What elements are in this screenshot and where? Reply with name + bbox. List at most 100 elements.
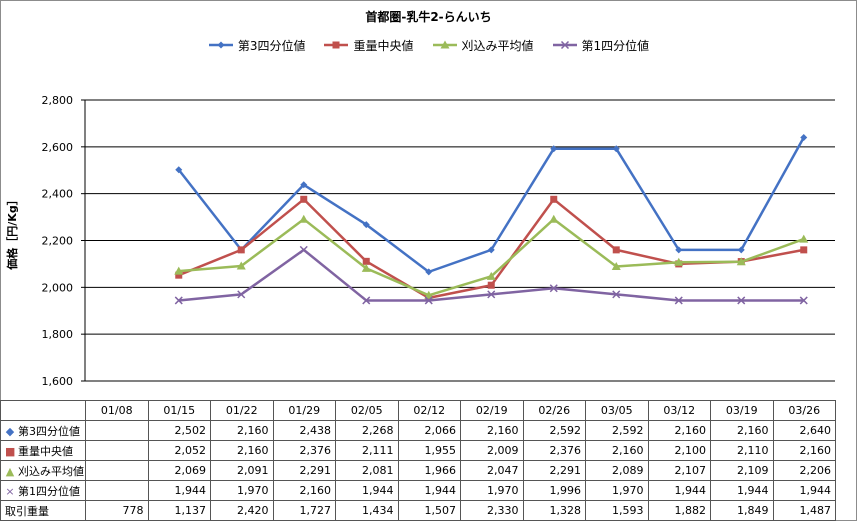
data-point-x: [487, 290, 496, 299]
table-row: × 第1四分位値 1,944 1,970 2,160 1,944 1,944 1,970 1,9…: [0, 480, 836, 501]
data-point-x: [362, 296, 371, 305]
data-label: 2,100: [647, 440, 711, 461]
data-point-triangle: [361, 263, 371, 272]
plot-area: 1,600 1,800 2,000 2,200 2,400 2,600 2,800: [42, 94, 835, 388]
data-label: [85, 480, 149, 501]
table-header-row: 01/08 01/15 01/22 01/29 02/05 02/12 02/19 02/26…: [0, 400, 836, 421]
data-label: 1,944: [710, 480, 774, 501]
y-tick-label: 2,600: [42, 141, 74, 154]
data-label: 1,137: [147, 500, 211, 521]
data-table: 01/08 01/15 01/22 01/29 02/05 02/12 02/19 02/26…: [0, 400, 836, 521]
x-tick-label: 01/29: [272, 400, 336, 421]
table-row-header: ◆ 第3四分位値: [0, 420, 86, 441]
data-point-x: [799, 296, 808, 305]
x-tick-label: 03/05: [585, 400, 649, 421]
x-tick-label: 02/26: [522, 400, 586, 421]
data-point-diamond: [737, 246, 745, 254]
data-point-triangle: [299, 214, 309, 223]
data-point-diamond: [675, 246, 683, 254]
table-row: ◆ 第3四分位値 2,502 2,160 2,438 2,268 2,066 2,160 2,5…: [0, 420, 836, 441]
legend-marker-square: [324, 41, 349, 49]
data-point-x: [174, 296, 183, 305]
data-point-x: [560, 40, 569, 50]
data-point-triangle: [174, 266, 184, 275]
data-label: 1,849: [710, 500, 774, 521]
data-point-x: [674, 296, 683, 305]
data-label: 2,069: [147, 460, 211, 481]
data-label: 1,593: [585, 500, 649, 521]
data-point-square: [550, 195, 558, 203]
data-label: 2,376: [522, 440, 586, 461]
data-point-triangle: [486, 271, 496, 280]
data-point-x: [237, 290, 246, 299]
data-label: 2,091: [210, 460, 274, 481]
legend-marker-icon: ■: [5, 444, 16, 458]
data-label: 778: [85, 500, 149, 521]
data-label: 2,160: [647, 420, 711, 441]
data-label: 2,291: [272, 460, 336, 481]
data-label: 2,052: [147, 440, 211, 461]
data-label: [85, 440, 149, 461]
data-label: 1,944: [147, 480, 211, 501]
legend-label: 第3四分位値: [237, 38, 306, 53]
data-label: 2,160: [710, 420, 774, 441]
y-tick-label: 2,000: [42, 281, 74, 294]
x-tick-label: 03/26: [772, 400, 836, 421]
data-point-x: [737, 296, 746, 305]
data-label: 2,592: [585, 420, 649, 441]
data-label: 2,107: [647, 460, 711, 481]
legend: 第3四分位値 重量中央値 刈込み平均値 第1四分位値: [0, 37, 857, 53]
data-label: 2,109: [710, 460, 774, 481]
data-point-diamond: [800, 133, 808, 141]
data-point-triangle: [799, 234, 809, 243]
table-corner: [0, 400, 86, 421]
table-row-header: × 第1四分位値: [0, 480, 86, 501]
data-label: 2,640: [772, 420, 836, 441]
series-name: 第1四分位値: [18, 484, 80, 498]
data-label: 2,111: [335, 440, 399, 461]
data-label: 1,966: [397, 460, 461, 481]
data-label: 2,009: [460, 440, 524, 461]
data-label: 1,944: [335, 480, 399, 501]
data-label: 2,291: [522, 460, 586, 481]
x-tick-label: 01/22: [210, 400, 274, 421]
data-label: 2,502: [147, 420, 211, 441]
data-label: 1,944: [397, 480, 461, 501]
data-point-square: [175, 271, 183, 279]
data-point-triangle: [674, 257, 684, 266]
series-name: 第3四分位値: [18, 424, 80, 438]
data-point-triangle: [549, 214, 559, 223]
x-tick-label: 02/05: [335, 400, 399, 421]
legend-item-series-3: 第1四分位値: [552, 37, 649, 53]
legend-marker-icon: ×: [5, 484, 15, 498]
data-point-triangle: [611, 261, 621, 270]
x-tick-label: 02/12: [397, 400, 461, 421]
data-label: 2,592: [522, 420, 586, 441]
data-label: [85, 460, 149, 481]
data-label: 1,507: [397, 500, 461, 521]
data-point-triangle: [440, 40, 449, 49]
legend-marker-diamond: [208, 41, 233, 49]
table-row: 取引重量 778 1,137 2,420 1,727 1,434 1,507 2,330 1,3…: [0, 500, 836, 521]
data-label: 2,206: [772, 460, 836, 481]
data-label: 1,970: [585, 480, 649, 501]
x-tick-label: 02/19: [460, 400, 524, 421]
data-point-square: [362, 257, 370, 265]
table-row: ■ 重量中央値 2,052 2,160 2,376 2,111 1,955 2,009 2,37…: [0, 440, 836, 461]
data-label: 2,420: [210, 500, 274, 521]
data-label: 1,328: [522, 500, 586, 521]
table-row-header: ■ 重量中央値: [0, 440, 86, 461]
data-label: 2,047: [460, 460, 524, 481]
y-tick-label: 2,800: [42, 94, 74, 107]
data-label: 2,376: [272, 440, 336, 461]
data-point-square: [800, 246, 808, 254]
x-tick-label: 01/15: [147, 400, 211, 421]
data-label: 2,160: [772, 440, 836, 461]
data-point-diamond: [362, 221, 370, 229]
data-label: 1,996: [522, 480, 586, 501]
legend-marker-icon: ◆: [5, 424, 15, 438]
y-tick-label: 2,400: [42, 188, 74, 201]
legend-item-series-2: 刈込み平均値: [432, 37, 534, 53]
data-label: 2,160: [272, 480, 336, 501]
data-label: 1,882: [647, 500, 711, 521]
